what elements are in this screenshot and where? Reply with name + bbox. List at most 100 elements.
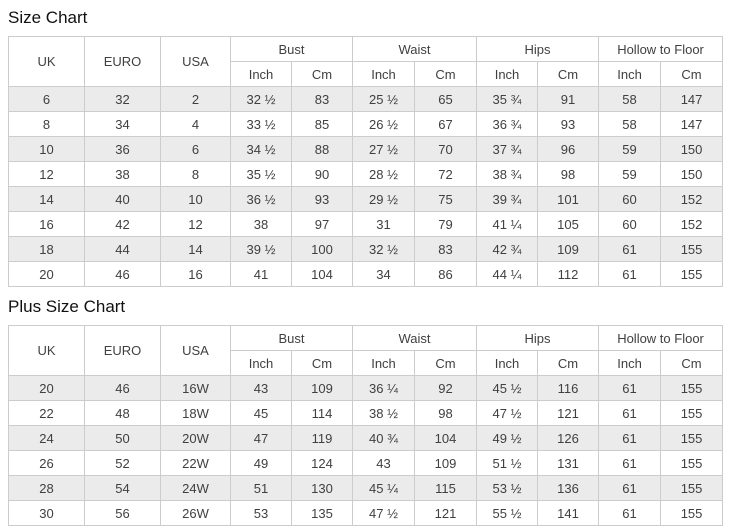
group-header-hips: Hips — [476, 325, 600, 351]
sub-header-hips-inch: Inch — [476, 61, 539, 87]
col-header-usa: USA — [160, 325, 231, 376]
table-cell: 58 — [598, 111, 662, 137]
table-cell: 61 — [598, 450, 662, 476]
table-cell: 47 — [230, 425, 292, 451]
table-cell: 155 — [660, 375, 724, 401]
table-cell: 150 — [660, 136, 724, 162]
table-cell: 79 — [414, 211, 478, 237]
table-cell: 60 — [598, 211, 662, 237]
table-cell: 40 — [84, 186, 161, 212]
table-row: 20 46 16 41 104 34 86 44 ¼ 112 61 155 — [8, 261, 724, 287]
table-cell: 147 — [660, 111, 724, 137]
table-cell: 38 — [84, 161, 161, 187]
table-cell: 24 — [8, 425, 85, 451]
table-row: 12 38 8 35 ½ 90 28 ½ 72 38 ¾ 98 59 150 — [8, 161, 724, 187]
sub-header-hips-cm: Cm — [537, 61, 600, 87]
table-cell: 16 — [160, 261, 231, 287]
table-cell: 4 — [160, 111, 231, 137]
table-cell: 14 — [160, 236, 231, 262]
group-header-hollow-to-floor: Hollow to Floor — [598, 36, 724, 62]
table-cell: 141 — [537, 500, 600, 526]
table-row: 24 50 20W 47 119 40 ¾ 104 49 ½ 126 61 155 — [8, 425, 724, 451]
table-cell: 39 ½ — [230, 236, 292, 262]
sub-header-hollow-cm: Cm — [660, 350, 724, 376]
table-cell: 18W — [160, 400, 231, 426]
table-cell: 50 — [84, 425, 161, 451]
plus-size-chart-table: UK EURO USA Bust Waist Hips Hollow to Fl… — [8, 325, 724, 526]
table-cell: 46 — [84, 261, 161, 287]
sub-header-bust-inch: Inch — [230, 350, 292, 376]
sub-header-bust-inch: Inch — [230, 61, 292, 87]
table-cell: 53 ½ — [476, 475, 539, 501]
table-cell: 131 — [537, 450, 600, 476]
table-cell: 34 — [84, 111, 161, 137]
table-cell: 59 — [598, 136, 662, 162]
table-cell: 61 — [598, 261, 662, 287]
table-row: 10 36 6 34 ½ 88 27 ½ 70 37 ¾ 96 59 150 — [8, 136, 724, 162]
sub-header-waist-inch: Inch — [352, 61, 416, 87]
table-cell: 12 — [8, 161, 85, 187]
table-cell: 27 ½ — [352, 136, 416, 162]
table-cell: 152 — [660, 211, 724, 237]
table-cell: 36 ¼ — [352, 375, 416, 401]
table-cell: 44 ¼ — [476, 261, 539, 287]
group-header-hips: Hips — [476, 36, 600, 62]
table-row: 26 52 22W 49 124 43 109 51 ½ 131 61 155 — [8, 450, 724, 476]
table-cell: 85 — [290, 111, 354, 137]
table-cell: 86 — [414, 261, 478, 287]
table-cell: 83 — [414, 236, 478, 262]
table-cell: 41 ¼ — [476, 211, 539, 237]
table-cell: 155 — [660, 500, 724, 526]
table-row: 22 48 18W 45 114 38 ½ 98 47 ½ 121 61 155 — [8, 400, 724, 426]
table-cell: 91 — [537, 86, 600, 112]
table-cell: 20W — [160, 425, 231, 451]
table-cell: 18 — [8, 236, 85, 262]
table-cell: 105 — [537, 211, 600, 237]
table-cell: 72 — [414, 161, 478, 187]
table-cell: 22W — [160, 450, 231, 476]
table-cell: 45 ½ — [476, 375, 539, 401]
table-cell: 104 — [290, 261, 354, 287]
table-cell: 155 — [660, 261, 724, 287]
plus-size-chart-body: 20 46 16W 43 109 36 ¼ 92 45 ½ 116 61 155 22 48 18W 45 1… — [8, 375, 724, 526]
table-cell: 35 ¾ — [476, 86, 539, 112]
table-cell: 47 ½ — [476, 400, 539, 426]
group-header-waist: Waist — [352, 36, 478, 62]
table-cell: 155 — [660, 450, 724, 476]
table-cell: 109 — [537, 236, 600, 262]
table-cell: 47 ½ — [352, 500, 416, 526]
table-cell: 35 ½ — [230, 161, 292, 187]
table-cell: 36 ¾ — [476, 111, 539, 137]
table-cell: 6 — [160, 136, 231, 162]
table-cell: 70 — [414, 136, 478, 162]
table-row: 18 44 14 39 ½ 100 32 ½ 83 42 ¾ 109 61 155 — [8, 236, 724, 262]
size-chart-title: Size Chart — [8, 8, 88, 27]
table-cell: 119 — [290, 425, 354, 451]
table-cell: 61 — [598, 236, 662, 262]
table-cell: 30 — [8, 500, 85, 526]
table-cell: 101 — [537, 186, 600, 212]
sub-header-hollow-inch: Inch — [598, 61, 662, 87]
table-cell: 8 — [8, 111, 85, 137]
table-cell: 45 — [230, 400, 292, 426]
table-cell: 32 ½ — [352, 236, 416, 262]
table-cell: 155 — [660, 475, 724, 501]
table-cell: 112 — [537, 261, 600, 287]
table-cell: 75 — [414, 186, 478, 212]
table-cell: 26 — [8, 450, 85, 476]
table-cell: 39 ¾ — [476, 186, 539, 212]
table-cell: 124 — [290, 450, 354, 476]
table-cell: 34 — [352, 261, 416, 287]
table-cell: 8 — [160, 161, 231, 187]
table-cell: 97 — [290, 211, 354, 237]
table-cell: 83 — [290, 86, 354, 112]
table-cell: 29 ½ — [352, 186, 416, 212]
table-cell: 93 — [537, 111, 600, 137]
group-header-hollow-to-floor: Hollow to Floor — [598, 325, 724, 351]
sub-header-hips-inch: Inch — [476, 350, 539, 376]
size-chart-header: UK EURO USA Bust Waist Hips Hollow to Fl… — [8, 36, 724, 87]
table-cell: 115 — [414, 475, 478, 501]
table-cell: 90 — [290, 161, 354, 187]
table-cell: 20 — [8, 375, 85, 401]
table-cell: 104 — [414, 425, 478, 451]
